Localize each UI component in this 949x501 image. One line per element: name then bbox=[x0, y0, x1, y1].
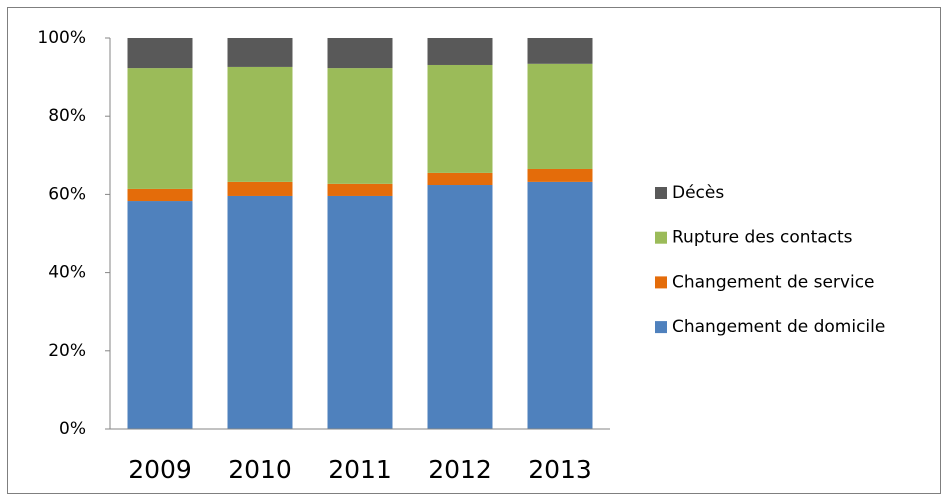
bar-segment bbox=[527, 181, 593, 429]
legend-swatch bbox=[655, 321, 667, 334]
x-tick-label: 2010 bbox=[228, 455, 292, 484]
bar-segment bbox=[527, 168, 593, 182]
bar-segment bbox=[427, 38, 493, 65]
legend-label: Rupture des contacts bbox=[672, 228, 853, 248]
bar-segment bbox=[127, 201, 193, 429]
bar-segment bbox=[327, 195, 393, 429]
bar-segment bbox=[327, 38, 393, 69]
bar-segment bbox=[527, 63, 593, 169]
y-tick-label: 80% bbox=[48, 106, 86, 126]
bar-segment bbox=[227, 181, 293, 196]
y-tick-label: 20% bbox=[48, 341, 86, 361]
bar-segment bbox=[127, 68, 193, 189]
y-tick-label: 60% bbox=[48, 184, 86, 204]
y-tick-label: 100% bbox=[37, 28, 86, 48]
bar-segment bbox=[227, 195, 293, 429]
bar-segment bbox=[227, 66, 293, 182]
legend-swatch bbox=[655, 187, 667, 199]
legend-swatch bbox=[655, 231, 667, 244]
x-tick-label: 2011 bbox=[328, 455, 392, 484]
x-tick-label: 2012 bbox=[428, 455, 492, 484]
y-tick-label: 40% bbox=[48, 263, 86, 283]
y-tick-label: 0% bbox=[59, 419, 86, 439]
bar-segment bbox=[327, 68, 393, 184]
bar-segment bbox=[527, 38, 593, 64]
bar-segment bbox=[427, 172, 493, 186]
bar-segment bbox=[427, 185, 493, 429]
legend-label: Changement de service bbox=[672, 272, 875, 292]
legend-label: Décès bbox=[672, 183, 724, 203]
bar-segment bbox=[427, 64, 493, 173]
x-tick-label: 2009 bbox=[128, 455, 192, 484]
bar-segment bbox=[127, 38, 193, 69]
bar-segment bbox=[127, 188, 193, 202]
legend-label: Changement de domicile bbox=[672, 317, 885, 337]
bar-segment bbox=[327, 183, 393, 196]
bar-segment bbox=[227, 38, 293, 67]
legend-swatch bbox=[655, 276, 667, 289]
x-tick-label: 2013 bbox=[528, 455, 592, 484]
